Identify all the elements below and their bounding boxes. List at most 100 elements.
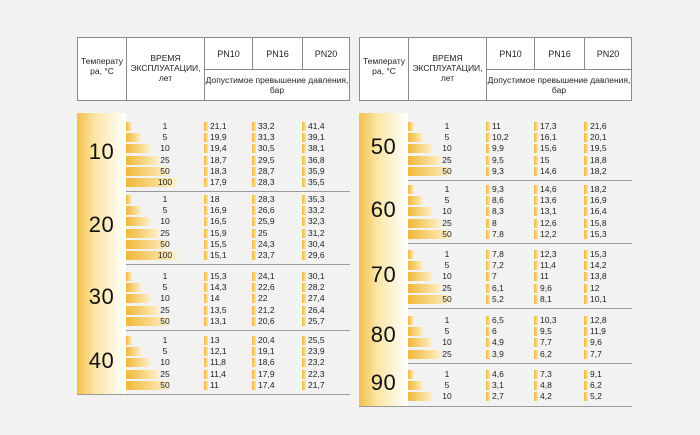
service-life-value: 5 [444, 132, 450, 143]
service-life-value: 25 [442, 217, 452, 228]
pn10-value: 18 [204, 194, 252, 205]
cell-accent [302, 336, 306, 345]
service-life-bar [126, 336, 132, 345]
service-life-bar [126, 206, 141, 216]
pn16-value: 7,3 [534, 369, 584, 380]
table-row: 10 11,8 18,6 23,2 [126, 357, 350, 368]
service-life-cell: 5 [408, 260, 486, 271]
service-life-cell: 25 [408, 283, 486, 294]
pn20-value: 21,7 [302, 380, 350, 391]
cell-accent [252, 369, 256, 379]
service-life-cell: 5 [408, 132, 486, 143]
table-row: 1 21,1 33,2 41,4 [126, 121, 350, 132]
service-life-value: 10 [442, 271, 452, 282]
service-life-cell: 25 [408, 218, 486, 229]
cell-accent [534, 294, 538, 304]
cell-accent [252, 336, 256, 345]
pn20-value: 23,2 [302, 357, 350, 368]
cell-accent [584, 370, 588, 379]
cell-accent [584, 144, 588, 154]
pn20-value: 16,4 [584, 206, 632, 217]
pn16-value: 24,3 [252, 239, 302, 250]
cell-accent [486, 133, 490, 143]
service-life-value: 10 [160, 216, 170, 227]
temperature-cell: 30 [77, 263, 126, 330]
service-life-bar [126, 251, 177, 260]
pn16-value: 28,3 [252, 194, 302, 205]
cell-accent [302, 239, 306, 249]
pn16-value: 28,3 [252, 177, 302, 188]
cell-accent [534, 283, 538, 293]
cell-accent [302, 178, 306, 187]
service-life-cell: 1 [126, 121, 204, 132]
cell-accent [584, 122, 588, 131]
cell-accent [252, 166, 256, 176]
cell-accent [204, 251, 208, 260]
pn16-value: 30,5 [252, 143, 302, 154]
cell-accent [534, 272, 538, 282]
pn20-value: 39,1 [302, 132, 350, 143]
cell-accent [252, 122, 256, 131]
cell-accent [204, 195, 208, 204]
cell-accent [534, 196, 538, 206]
cell-accent [302, 251, 306, 260]
service-life-cell: 5 [126, 205, 204, 216]
service-life-bar [126, 133, 141, 143]
service-life-bar [408, 229, 450, 239]
service-life-bar [126, 144, 150, 154]
service-life-value: 50 [160, 165, 170, 176]
pn10-value: 9,3 [486, 166, 534, 177]
pn16-value: 15,6 [534, 143, 584, 154]
cell-accent [534, 218, 538, 228]
pn10-value: 9,3 [486, 184, 534, 195]
service-life-value: 10 [442, 337, 452, 348]
service-life-cell: 5 [408, 380, 486, 391]
cell-accent [534, 133, 538, 143]
pn16-value: 14,6 [534, 166, 584, 177]
cell-accent [584, 185, 588, 194]
service-life-cell: 10 [408, 143, 486, 154]
pn16-value: 25 [252, 228, 302, 239]
table-row: 1 11 17,3 21,6 [408, 121, 632, 132]
table-row: 1 18 28,3 35,3 [126, 194, 350, 205]
service-life-value: 5 [444, 260, 450, 271]
temperature-value: 20 [88, 212, 115, 238]
service-life-cell: 10 [126, 293, 204, 304]
pn20-value: 13,8 [584, 271, 632, 282]
cell-accent [204, 228, 208, 238]
cell-accent [534, 250, 538, 259]
pn10-value: 4,6 [486, 369, 534, 380]
service-life-value: 1 [444, 315, 450, 325]
cell-accent [252, 195, 256, 204]
cell-accent [204, 369, 208, 379]
pn16-value: 12,3 [534, 249, 584, 260]
cell-accent [534, 185, 538, 194]
service-life-value: 5 [162, 132, 168, 143]
service-life-bar [408, 122, 414, 131]
service-life-cell: 25 [126, 228, 204, 239]
pn20-value: 7,7 [584, 349, 632, 360]
service-life-cell: 10 [126, 216, 204, 227]
service-life-value: 50 [160, 315, 170, 326]
temperature-value: 40 [88, 347, 115, 373]
pn16-value: 14,6 [534, 184, 584, 195]
cell-accent [584, 196, 588, 206]
service-life-cell: 10 [408, 206, 486, 217]
temperature-value: 10 [88, 139, 115, 165]
temperature-group: 80 1 6,5 10,3 12,8 5 6 9,5 11,9 10 4,9 7,7 9,6 25 3,9 6… [359, 307, 632, 364]
table-row: 1 13 20,4 25,5 [126, 335, 350, 346]
temperature-value: 80 [370, 321, 397, 347]
pn20-value: 27,4 [302, 293, 350, 304]
service-life-value: 50 [160, 379, 170, 390]
temperature-group: 20 1 18 28,3 35,3 5 16,9 26,6 33,2 10 16,5 25,9 32,3… [77, 186, 350, 266]
temperature-cell: 90 [359, 361, 408, 406]
service-life-cell: 10 [126, 143, 204, 154]
temperature-group: 40 1 13 20,4 25,5 5 12,1 19,1 23,9 10 11,8 18,6 23,2… [77, 327, 350, 395]
pn20-value: 30,1 [302, 271, 350, 282]
pn10-value: 13,5 [204, 305, 252, 316]
service-life-value: 1 [162, 271, 168, 281]
temperature-value: 30 [88, 283, 115, 309]
table-row: 25 6,1 9,6 12 [408, 283, 632, 294]
service-life-cell: 25 [408, 155, 486, 166]
service-life-cell: 25 [126, 305, 204, 316]
